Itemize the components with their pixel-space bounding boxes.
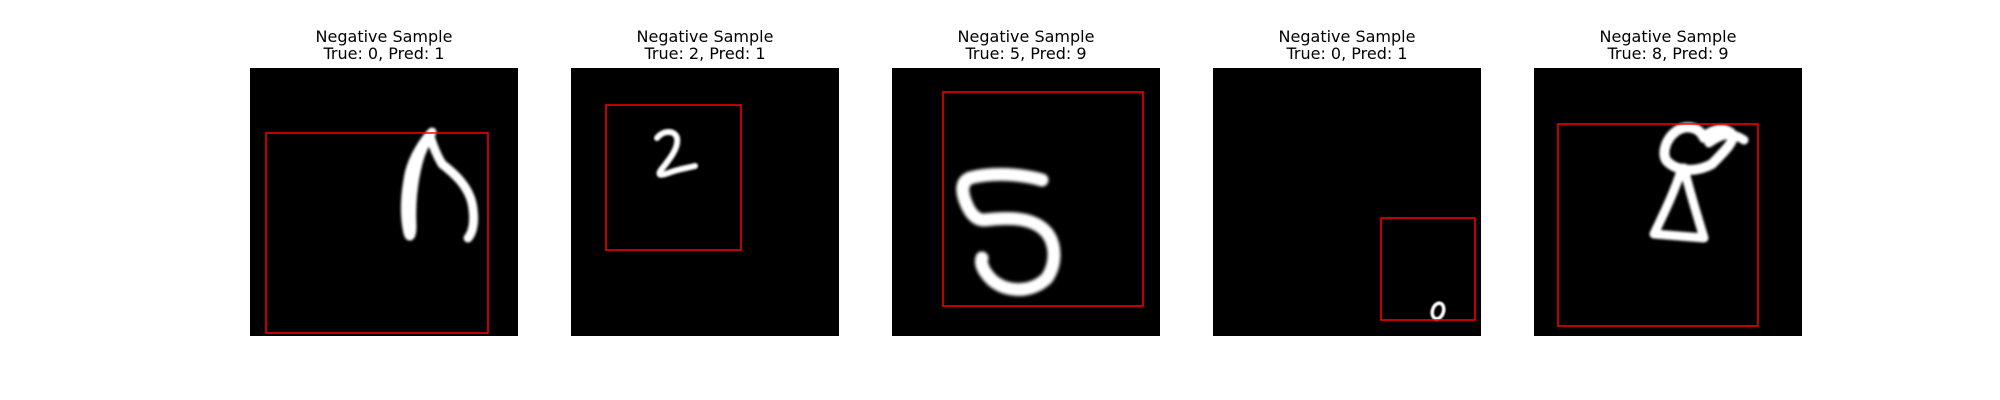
detection-box — [1557, 123, 1759, 327]
digit-image — [1534, 68, 1802, 336]
panel-title: Negative Sample True: 0, Pred: 1 — [1213, 28, 1481, 62]
sample-title: Negative Sample — [1278, 27, 1416, 46]
sample-labels: True: 0, Pred: 1 — [1286, 44, 1408, 63]
panel-title: Negative Sample True: 5, Pred: 9 — [892, 28, 1160, 62]
sample-labels: True: 8, Pred: 9 — [1607, 44, 1729, 63]
digit-image — [892, 68, 1160, 336]
digit-image — [571, 68, 839, 336]
digit-image — [1213, 68, 1481, 336]
sample-title: Negative Sample — [1599, 27, 1737, 46]
digit-canvas — [942, 91, 1144, 307]
detection-box — [1380, 217, 1476, 321]
sample-title: Negative Sample — [636, 27, 774, 46]
panel-title: Negative Sample True: 0, Pred: 1 — [250, 28, 518, 62]
detection-box — [605, 104, 742, 251]
digit-canvas — [605, 104, 742, 251]
digit-stroke — [1430, 301, 1446, 321]
sample-labels: True: 2, Pred: 1 — [644, 44, 766, 63]
sample-title: Negative Sample — [957, 27, 1095, 46]
digit-stroke — [1649, 122, 1749, 243]
sample-title: Negative Sample — [315, 27, 453, 46]
sample-labels: True: 5, Pred: 9 — [965, 44, 1087, 63]
panel-title: Negative Sample True: 8, Pred: 9 — [1534, 28, 1802, 62]
digit-canvas — [265, 127, 489, 334]
sample-labels: True: 0, Pred: 1 — [323, 44, 445, 63]
digit-stroke — [654, 129, 698, 178]
digit-canvas — [1380, 217, 1476, 321]
digit-stroke — [956, 167, 1061, 296]
digit-canvas — [1557, 122, 1759, 327]
digit-image — [250, 68, 518, 336]
panel-title: Negative Sample True: 2, Pred: 1 — [571, 28, 839, 62]
digit-stroke — [400, 127, 479, 243]
detection-box — [265, 132, 489, 334]
detection-box — [942, 91, 1144, 307]
